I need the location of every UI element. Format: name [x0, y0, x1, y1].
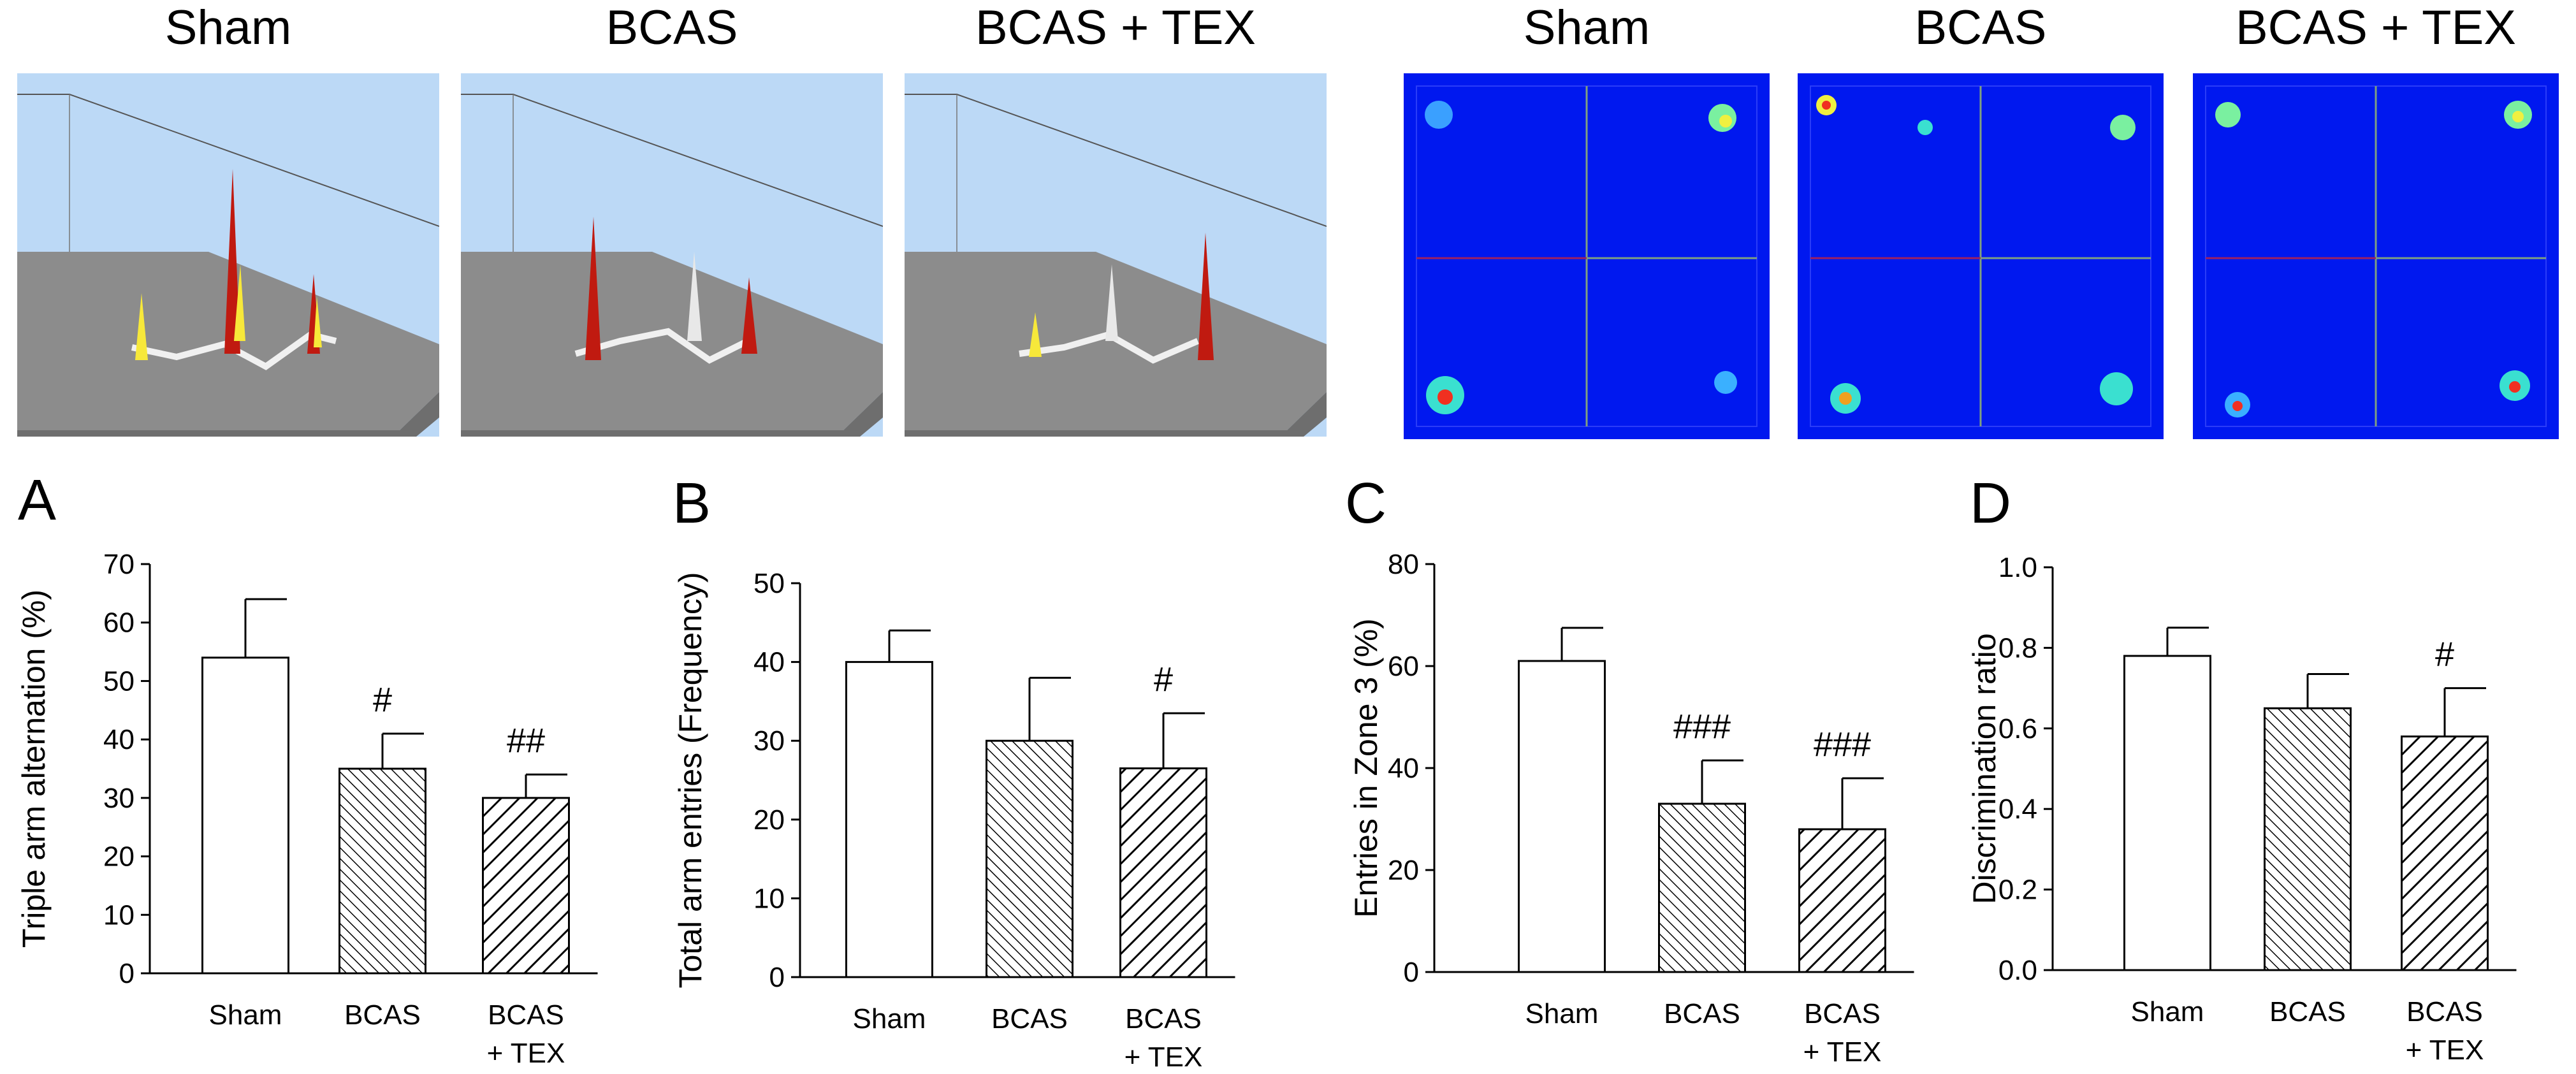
y-tick-label-b: 40 [753, 647, 785, 678]
significance-a-bcas: # [373, 681, 392, 719]
category-label-b-bcas: BCAS [991, 1003, 1068, 1034]
category-label-c-sham: Sham [1525, 998, 1599, 1029]
y-axis-label-a: Triple arm alternation (%) [16, 590, 52, 948]
panel-letter-c: C [1345, 472, 1386, 535]
y-tick-label-b: 50 [753, 568, 785, 599]
y-tick-label-a: 70 [103, 549, 135, 580]
y-tick-label-c: 40 [1388, 753, 1419, 784]
bar-d-bcas [2264, 707, 2352, 971]
significance-d-bcas-tex: # [2435, 635, 2454, 674]
significance-c-bcas-tex: ### [1814, 725, 1871, 764]
y-axis-label-c: Entries in Zone 3 (%) [1348, 618, 1384, 918]
bar-a-bcas-tex [482, 797, 570, 975]
y-tick-label-c: 80 [1388, 549, 1419, 580]
category-label-c-bcas: BCAS [1664, 998, 1740, 1029]
category-label-c-bcas-tex: BCAS [1804, 998, 1881, 1029]
category-label-d-bcas: BCAS [2269, 996, 2346, 1027]
y-tick-label-d: 0.2 [1998, 874, 2037, 906]
y-tick-label-a: 10 [103, 899, 135, 931]
bar-a-bcas [338, 767, 426, 975]
y-tick-label-a: 20 [103, 841, 135, 873]
bar-d-bcas-tex [2401, 735, 2489, 971]
bar-a-sham [201, 657, 289, 975]
category-label-a-bcas-tex: BCAS [488, 999, 564, 1031]
significance-b-bcas-tex: # [1154, 660, 1173, 699]
bar-b-bcas-tex [1119, 767, 1207, 978]
y-tick-label-a: 0 [119, 958, 135, 989]
bar-d-sham [2123, 655, 2211, 971]
significance-a-bcas-tex: ## [507, 722, 545, 760]
y-tick-label-a: 40 [103, 724, 135, 755]
maze-track-bcas-tex [905, 73, 1327, 437]
category-label-a-bcas-tex: + TEX [487, 1038, 565, 1069]
heatmap-bcas [1798, 73, 2164, 439]
y-tick-label-a: 60 [103, 607, 135, 639]
heatmap-bcas-tex [2193, 73, 2559, 439]
y-tick-label-c: 0 [1404, 957, 1419, 988]
maze-title-sham: Sham [164, 1, 292, 55]
maze-track-sham [17, 73, 439, 437]
category-label-d-bcas-tex: BCAS [2406, 996, 2483, 1027]
y-axis-label-d: Discrimination ratio [1967, 633, 2002, 904]
heatmap-sham [1404, 73, 1770, 439]
y-tick-label-c: 60 [1388, 651, 1419, 682]
y-tick-label-b: 20 [753, 804, 785, 836]
y-tick-label-b: 30 [753, 725, 785, 757]
y-tick-label-d: 0.6 [1998, 713, 2037, 744]
y-tick-label-d: 0.4 [1998, 794, 2037, 825]
category-label-c-bcas-tex: + TEX [1803, 1036, 1882, 1068]
y-tick-label-c: 20 [1388, 855, 1419, 886]
panel-letter-b: B [673, 472, 711, 535]
category-label-b-bcas-tex: + TEX [1124, 1041, 1203, 1073]
category-label-a-sham: Sham [209, 999, 282, 1031]
y-tick-label-a: 50 [103, 665, 135, 697]
y-tick-label-a: 30 [103, 783, 135, 814]
maze-track-bcas [461, 73, 883, 437]
category-label-d-bcas-tex: + TEX [2406, 1034, 2484, 1066]
bar-b-bcas [986, 739, 1073, 978]
y-tick-label-d: 1.0 [1998, 552, 2037, 583]
panel-letter-d: D [1970, 472, 2011, 535]
bar-c-bcas-tex [1798, 828, 1886, 973]
heatmap-title-sham: Sham [1523, 1, 1650, 55]
category-label-b-bcas-tex: BCAS [1125, 1003, 1202, 1034]
bar-c-sham [1518, 660, 1606, 973]
bar-b-sham [845, 661, 933, 978]
category-label-d-sham: Sham [2131, 996, 2204, 1027]
heatmap-title-bcas-tex: BCAS + TEX [2235, 1, 2516, 55]
heatmap-title-bcas: BCAS [1914, 1, 2047, 55]
y-tick-label-d: 0.0 [1998, 955, 2037, 986]
maze-title-bcas: BCAS [606, 1, 738, 55]
y-axis-label-b: Total arm entries (Frequency) [673, 572, 708, 988]
bar-c-bcas [1658, 802, 1746, 973]
category-label-b-sham: Sham [853, 1003, 926, 1034]
maze-title-bcas-tex: BCAS + TEX [975, 1, 1256, 55]
y-tick-label-b: 0 [769, 962, 785, 993]
y-tick-label-d: 0.8 [1998, 632, 2037, 664]
y-tick-label-b: 10 [753, 883, 785, 914]
significance-c-bcas: ### [1673, 708, 1731, 746]
category-label-a-bcas: BCAS [344, 999, 421, 1031]
panel-letter-a: A [18, 468, 56, 532]
